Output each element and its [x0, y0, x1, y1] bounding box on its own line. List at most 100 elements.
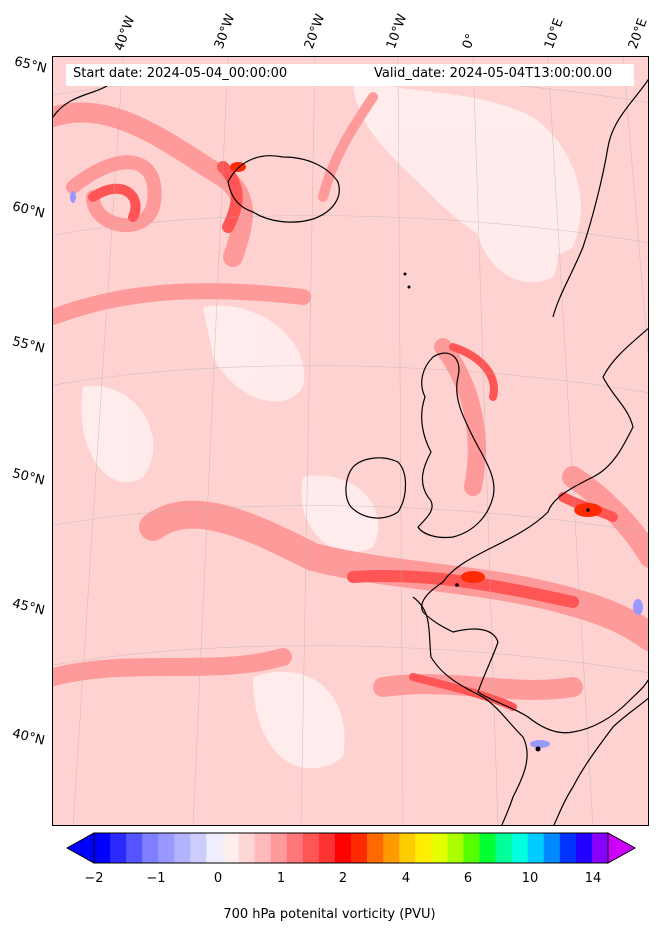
- colorbar-segment: [126, 833, 143, 863]
- colorbar-under-arrow: [66, 832, 95, 864]
- colorbar-tick-label: 10: [521, 871, 539, 886]
- colorbar-segment: [334, 833, 352, 863]
- pale-patch: [253, 671, 345, 769]
- pv-min: [633, 599, 643, 615]
- colorbar: [66, 832, 636, 864]
- grid-line: [72, 57, 124, 825]
- negative-pv-spots: [70, 191, 643, 748]
- grid-line: [192, 57, 229, 825]
- grid-line: [547, 57, 594, 825]
- colorbar-segment: [447, 833, 464, 863]
- colorbar-segment: [302, 833, 320, 863]
- pale-patch: [353, 77, 581, 258]
- colorbar-segment: [286, 833, 304, 863]
- colorbar-segment: [415, 833, 432, 863]
- europe-coast: [421, 327, 648, 734]
- coastlines: [53, 76, 648, 825]
- colorbar-segment: [158, 833, 175, 863]
- colorbar-tick-label: 6: [463, 871, 473, 886]
- pv-band: [53, 102, 253, 267]
- colorbar-segment: [543, 833, 561, 863]
- colorbar-tick-label: 2: [338, 871, 348, 886]
- colorbar-over-arrow: [607, 832, 636, 864]
- colorbar-tick-label: 0: [213, 871, 223, 886]
- pale-patch: [473, 205, 558, 283]
- pv-band: [53, 283, 311, 325]
- scandinavia-coast: [552, 78, 648, 318]
- latitude-label: 60°N: [10, 199, 47, 222]
- iceland-coast: [227, 155, 340, 223]
- pv-min: [530, 740, 550, 748]
- longitude-label: 20°E: [625, 16, 651, 51]
- longitude-label: 20°W: [301, 12, 329, 51]
- colorbar-segment: [495, 833, 513, 863]
- graticule: [53, 57, 648, 825]
- colorbar-segment: [174, 833, 191, 863]
- pv-band: [373, 674, 583, 700]
- grid-line: [472, 57, 499, 825]
- colorbar-segment: [591, 833, 609, 863]
- pv-band: [434, 338, 486, 496]
- colorbar-segment: [399, 833, 416, 863]
- pv-band: [318, 92, 378, 202]
- colorbar-segment: [527, 833, 545, 863]
- africa-coast: [553, 697, 648, 825]
- pv-band-strong: [409, 673, 517, 711]
- colorbar-segment: [559, 833, 577, 863]
- medium-pv-bands: [53, 92, 648, 700]
- colorbar-segment: [511, 833, 529, 863]
- latitude-label: 65°N: [12, 54, 49, 77]
- grid-line: [300, 57, 316, 825]
- grid-line: [53, 505, 648, 533]
- grid-line: [397, 57, 404, 825]
- colorbar-tick-label: −2: [84, 871, 104, 886]
- colorbar-segment: [270, 833, 288, 863]
- colorbar-tick-label: 1: [276, 871, 286, 886]
- colorbar-segment: [110, 833, 127, 863]
- grid-line: [53, 215, 648, 243]
- colorbar-segment: [206, 833, 223, 863]
- colorbar-border: [93, 832, 609, 864]
- colorbar-segment: [431, 833, 448, 863]
- great-britain-coast: [417, 352, 495, 539]
- colorbar-segment: [351, 833, 368, 863]
- island: [407, 285, 411, 289]
- colorbar-segment: [367, 833, 384, 863]
- colorbar-segment: [254, 833, 272, 863]
- island: [455, 583, 459, 587]
- colorbar-segment: [222, 833, 240, 863]
- colorbar-tick-label: 14: [584, 871, 602, 886]
- map-panel: [52, 56, 649, 826]
- island: [586, 508, 590, 512]
- longitude-label: 0°: [459, 31, 480, 51]
- colorbar-segment: [238, 833, 256, 863]
- pale-patch: [81, 385, 154, 483]
- colorbar-segment: [479, 833, 497, 863]
- pv-max: [461, 571, 485, 583]
- colorbar-tick-label: 4: [401, 871, 411, 886]
- grid-line: [53, 365, 648, 393]
- latitude-label: 55°N: [10, 334, 47, 357]
- grid-line: [53, 645, 648, 673]
- potential-vorticity-map: [53, 57, 648, 825]
- pv-band-strong: [88, 183, 141, 222]
- pale-patch: [203, 305, 305, 402]
- start-date-label: Start date: 2024-05-04_00:00:00: [73, 66, 288, 81]
- colorbar-segment: [142, 833, 159, 863]
- colorbar-segment: [190, 833, 207, 863]
- valid-date-label: Valid_date: 2024-05-04T13:00:00.00: [374, 66, 613, 81]
- longitude-label: 10°W: [383, 12, 411, 51]
- pv-band: [66, 155, 162, 232]
- coast-islands: [403, 272, 590, 752]
- title-banner: [66, 64, 634, 86]
- latitude-label: 45°N: [10, 596, 47, 619]
- colorbar-segment: [383, 833, 400, 863]
- pv-min: [70, 191, 76, 203]
- island: [535, 746, 541, 752]
- grid-line: [622, 57, 648, 357]
- latitude-label: 40°N: [10, 726, 47, 749]
- low-pv-patches: [81, 77, 581, 769]
- latitude-label: 50°N: [10, 466, 47, 489]
- colorbar-title: 700 hPa potenital vorticity (PVU): [223, 907, 436, 922]
- colorbar-tick-label: −1: [146, 871, 166, 886]
